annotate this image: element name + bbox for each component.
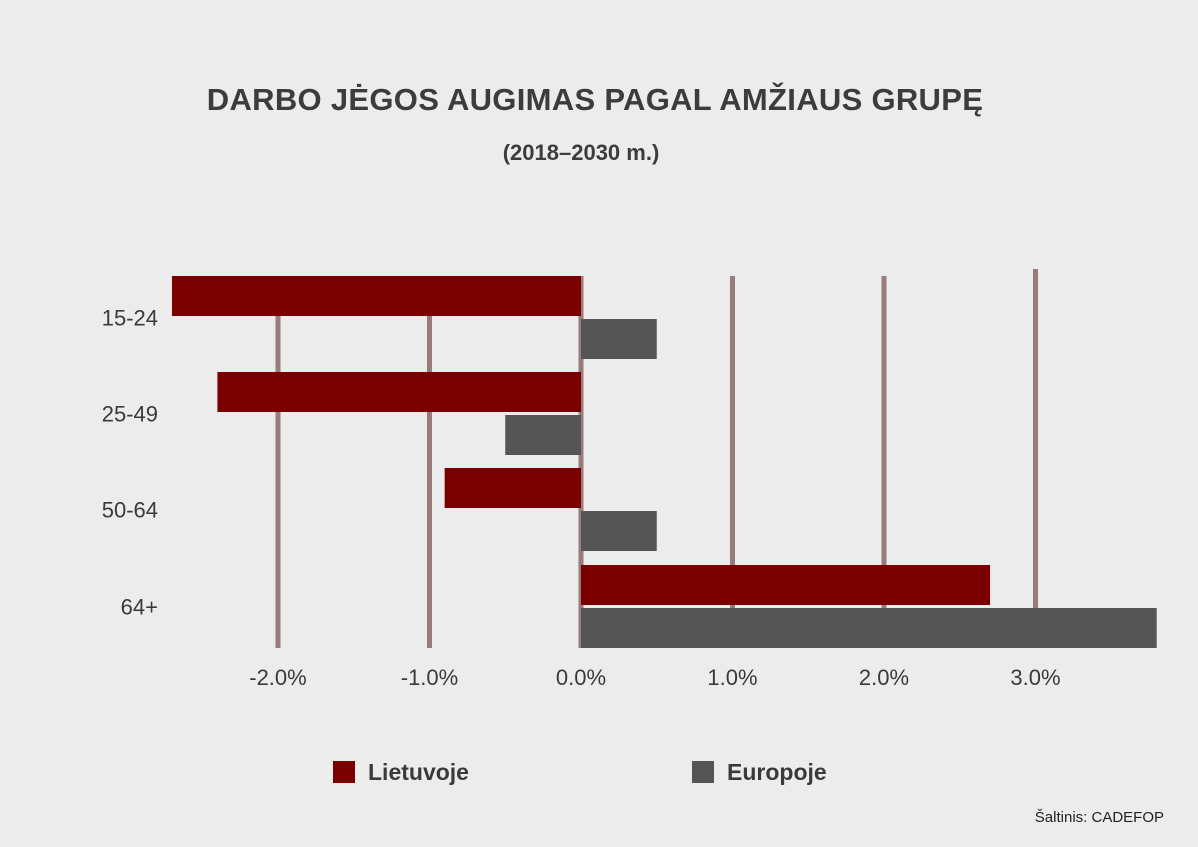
legend-label-europoje: Europoje bbox=[727, 758, 827, 785]
category-label-0: 15-24 bbox=[102, 306, 158, 331]
chart-title: DARBO JĖGOS AUGIMAS PAGAL AMŽIAUS GRUPĘ bbox=[206, 82, 984, 117]
category-labels: 15-24 25-49 50-64 64+ bbox=[102, 306, 158, 620]
bar-lietuvoje-50-64 bbox=[444, 468, 581, 508]
x-tick-label-4: 2.0% bbox=[859, 665, 909, 690]
category-label-2: 50-64 bbox=[102, 498, 158, 523]
bar-europoje-64+ bbox=[581, 608, 1157, 648]
bar-lietuvoje-25-49 bbox=[217, 372, 581, 412]
category-label-1: 25-49 bbox=[102, 402, 158, 427]
x-tick-label-5: 3.0% bbox=[1010, 665, 1060, 690]
bars bbox=[171, 276, 1157, 648]
gridline-3 bbox=[730, 276, 735, 648]
x-tick-label-2: 0.0% bbox=[556, 665, 606, 690]
legend-swatch-europoje bbox=[692, 761, 714, 783]
gridline-0 bbox=[275, 276, 281, 648]
source-note: Šaltinis: CADEFOP bbox=[1034, 809, 1164, 826]
legend-label-lietuvoje: Lietuvoje bbox=[368, 758, 469, 785]
legend-item-europoje: Europoje bbox=[692, 757, 827, 787]
gridline-2 bbox=[578, 276, 584, 648]
bar-lietuvoje-15-24 bbox=[171, 276, 581, 316]
x-tick-label-3: 1.0% bbox=[707, 665, 757, 690]
legend-item-lietuvoje: Lietuvoje bbox=[333, 757, 469, 787]
gridline-1 bbox=[427, 276, 432, 648]
x-tick-label-0: -2.0% bbox=[249, 665, 306, 690]
bar-europoje-50-64 bbox=[581, 511, 657, 551]
bar-europoje-25-49 bbox=[505, 415, 581, 455]
category-label-3: 64+ bbox=[121, 595, 158, 620]
legend-swatch-lietuvoje bbox=[333, 761, 355, 783]
gridline-4 bbox=[881, 276, 887, 648]
grid-lines bbox=[275, 269, 1038, 648]
bar-lietuvoje-64+ bbox=[581, 565, 991, 605]
chart-subtitle: (2018–2030 m.) bbox=[502, 140, 660, 165]
gridline-5 bbox=[1033, 269, 1038, 648]
bar-europoje-15-24 bbox=[581, 319, 657, 359]
x-tick-label-1: -1.0% bbox=[401, 665, 458, 690]
x-tick-labels: -2.0% -1.0% 0.0% 1.0% 2.0% 3.0% bbox=[249, 665, 1060, 690]
